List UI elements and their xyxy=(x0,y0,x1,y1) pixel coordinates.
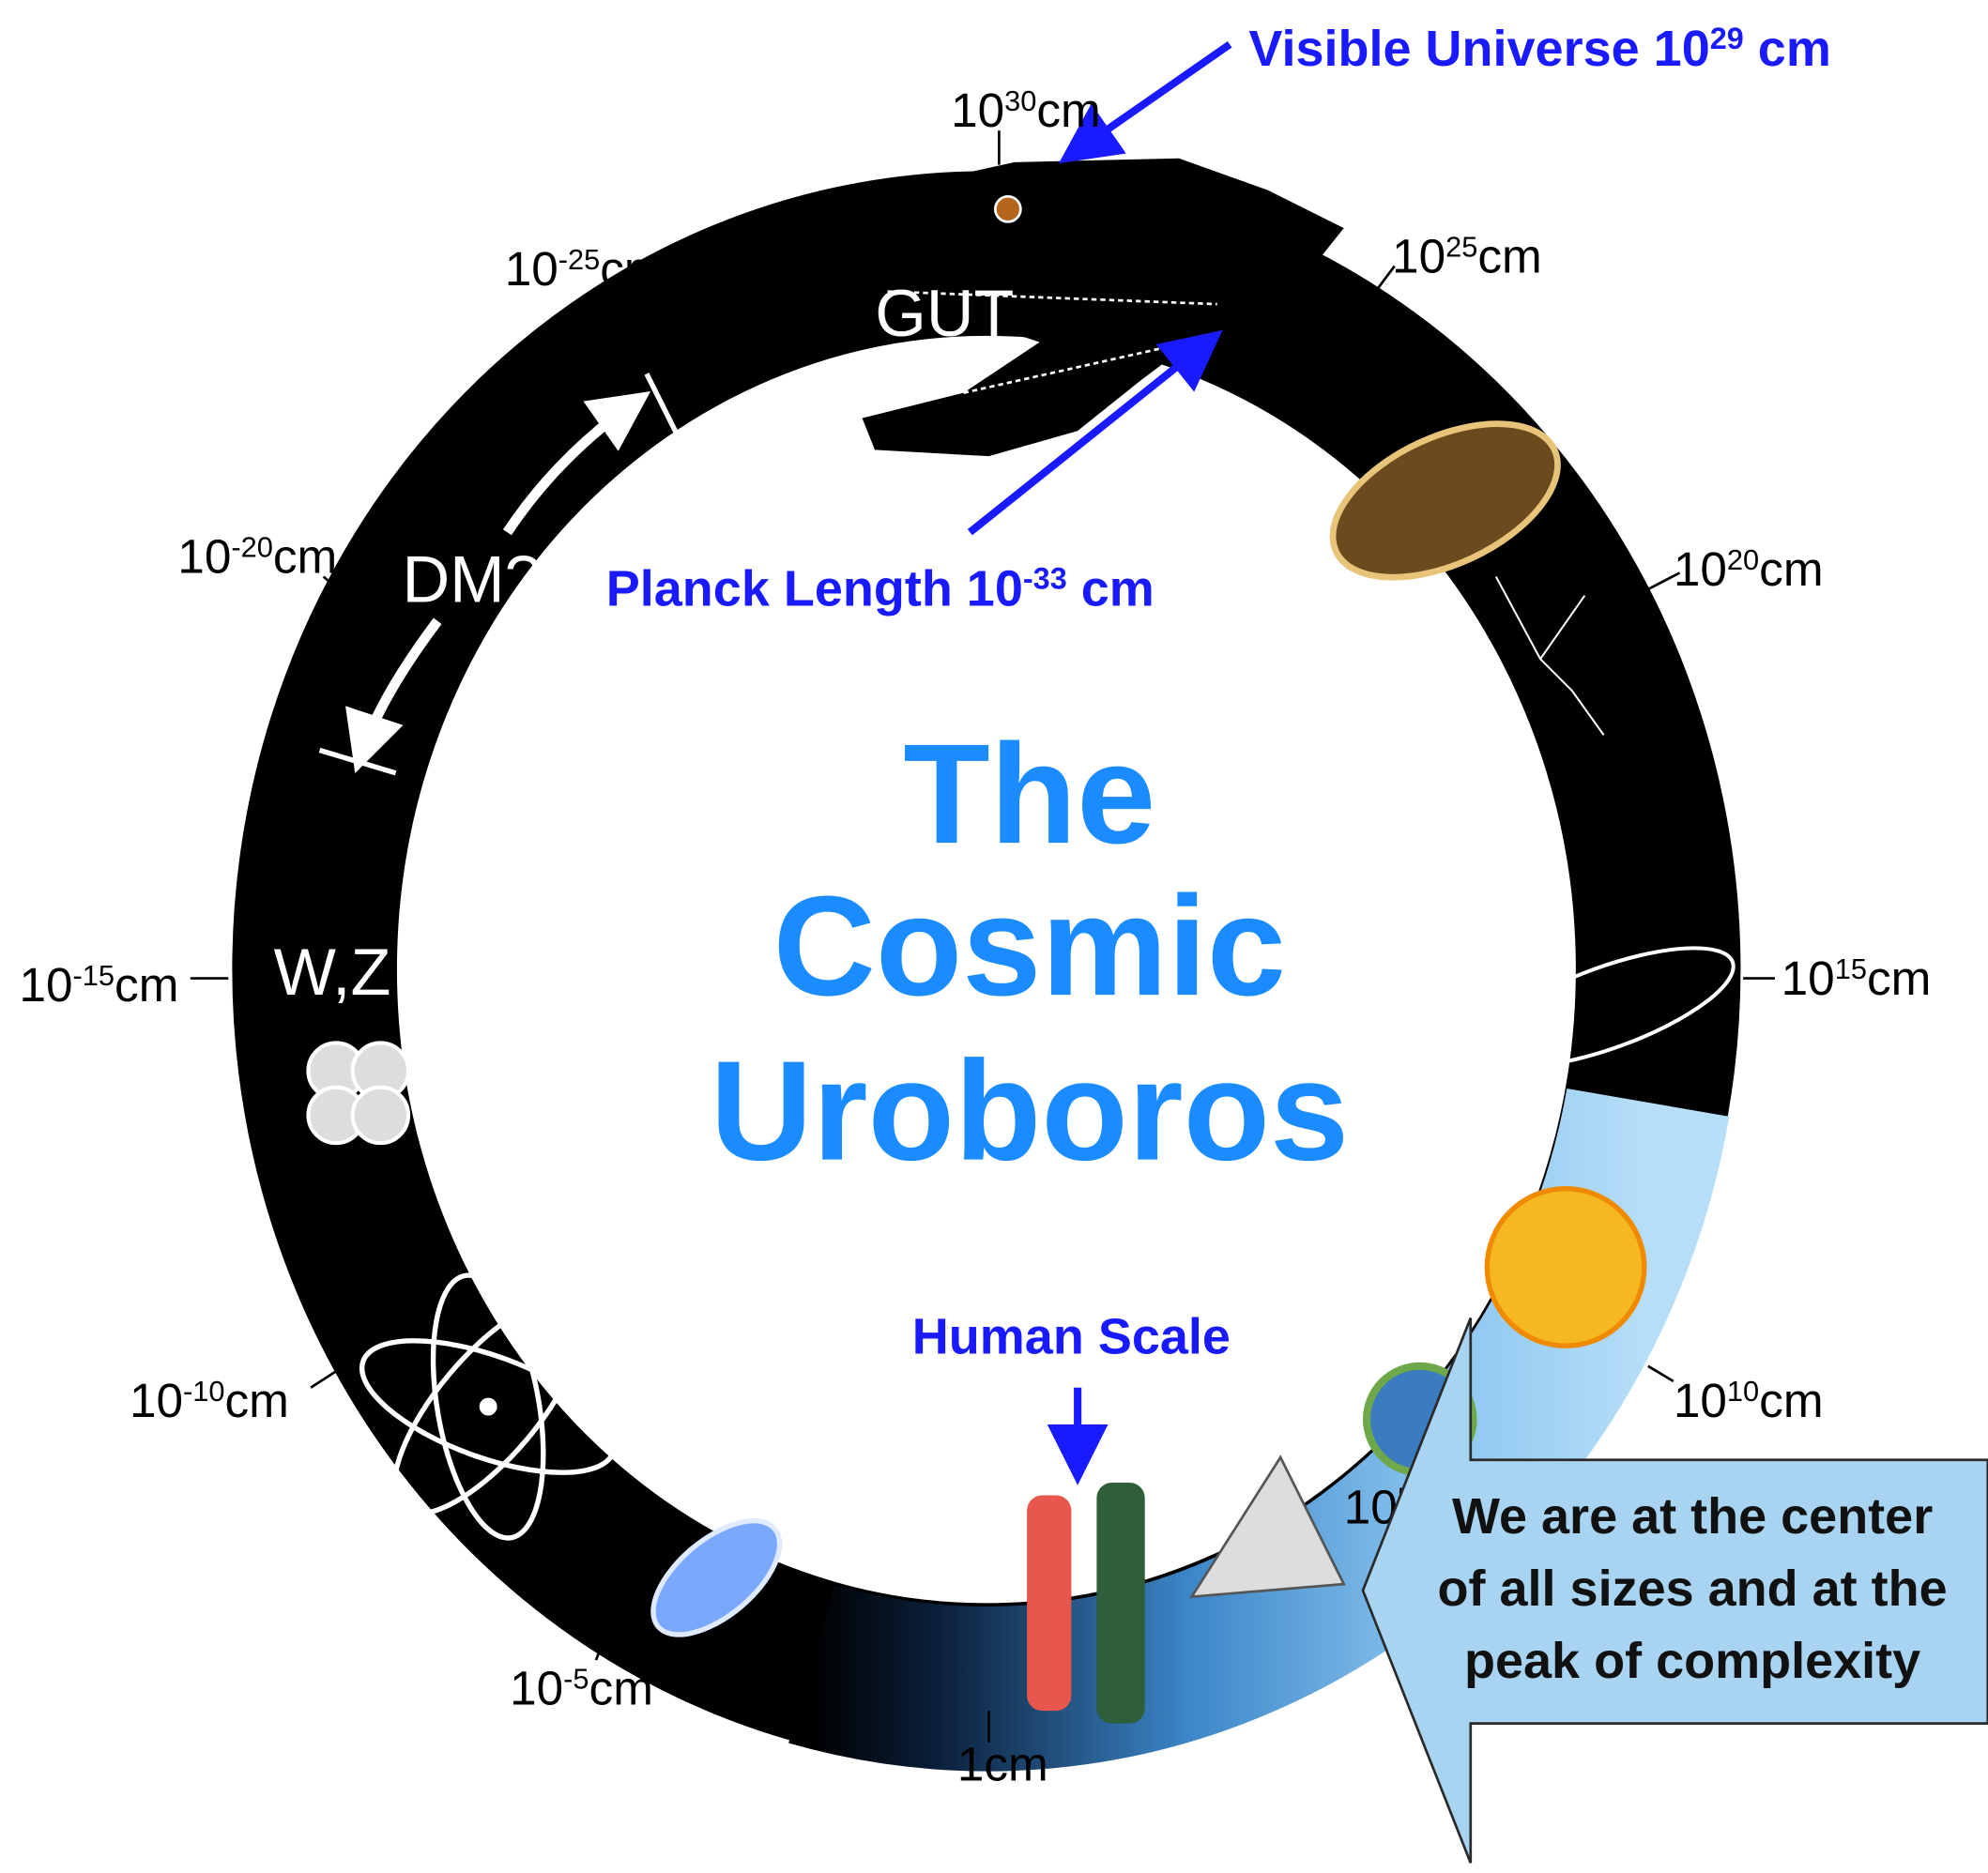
ring-label: DM? xyxy=(402,541,541,616)
superscript: 15 xyxy=(1835,952,1867,985)
page: {"diagram":{ "title":["The","Cosmic","Ur… xyxy=(0,0,1988,1873)
scale-label: 10-15cm xyxy=(19,958,178,1012)
visible-universe-label: Visible Universe 1029 cm xyxy=(1248,21,1830,77)
scale-label: 10-25cm xyxy=(505,242,665,296)
superscript: 29 xyxy=(1710,22,1744,55)
text-part: cm xyxy=(1067,561,1155,617)
uroboros-diagram: 1030cm1025cm1020cm1015cm1010cm105cm1cm10… xyxy=(0,0,1988,1873)
text-part: 10 xyxy=(1674,1374,1727,1427)
superscript: -5 xyxy=(563,1662,589,1695)
text-part: cm xyxy=(600,242,664,296)
text-part: cm xyxy=(1036,84,1100,137)
callout-line: We are at the center xyxy=(1452,1488,1933,1545)
scale-label: 10-20cm xyxy=(177,529,337,583)
superscript: -33 xyxy=(1023,562,1067,596)
text-part: 1cm xyxy=(957,1737,1048,1790)
superscript: 20 xyxy=(1727,542,1759,575)
superscript: 25 xyxy=(1445,230,1477,263)
callout-text: We are at the center of all sizes and at … xyxy=(1438,1488,1948,1689)
ring-label: W,Z xyxy=(274,935,391,1009)
text-part: cm xyxy=(225,1374,289,1427)
scale-label: 1020cm xyxy=(1674,542,1824,596)
scale-label: 1025cm xyxy=(1392,229,1542,282)
planck-length-label: Planck Length 10-33 cm xyxy=(606,561,1155,617)
ring-label: GUT xyxy=(875,276,1014,350)
text-part: cm xyxy=(589,1661,653,1714)
scale-label: 1030cm xyxy=(951,84,1101,137)
text-part: cm xyxy=(115,958,178,1012)
callout-line: peak of complexity xyxy=(1464,1633,1920,1689)
text-part: 10 xyxy=(505,242,558,296)
text-part: 10 xyxy=(19,958,72,1012)
scale-label: 1015cm xyxy=(1782,952,1932,1005)
text-part: 10 xyxy=(130,1374,183,1427)
text-part: 10 xyxy=(1392,229,1445,282)
human-scale-label: Human Scale xyxy=(912,1308,1231,1364)
scale-label: 1010cm xyxy=(1674,1374,1824,1427)
superscript: -20 xyxy=(231,530,273,563)
text-part: 10 xyxy=(510,1661,563,1714)
text-part: Human Scale xyxy=(912,1308,1231,1364)
scale-label: 10-10cm xyxy=(130,1374,289,1427)
superscript: -25 xyxy=(558,242,601,275)
title-line: Uroboros xyxy=(711,1032,1350,1191)
text-part: Planck Length 10 xyxy=(606,561,1023,617)
superscript: 30 xyxy=(1004,84,1036,117)
superscript: -15 xyxy=(73,958,115,991)
superscript: 10 xyxy=(1727,1374,1759,1407)
text-part: cm xyxy=(1477,229,1541,282)
title-line: Cosmic xyxy=(773,867,1286,1026)
text-part: 10 xyxy=(951,84,1004,137)
text-part: Visible Universe 10 xyxy=(1248,21,1709,77)
text-part: cm xyxy=(1759,1374,1823,1427)
text-part: cm xyxy=(1759,542,1823,596)
scale-label: 10-5cm xyxy=(510,1661,653,1714)
text-part: 10 xyxy=(1674,542,1727,596)
scale-label: 1cm xyxy=(957,1737,1048,1790)
text-part: cm xyxy=(273,529,337,583)
text-part: 10 xyxy=(1782,952,1835,1005)
superscript: -10 xyxy=(183,1374,225,1407)
sun-icon xyxy=(1487,1189,1644,1346)
text-part: cm xyxy=(1744,21,1831,77)
text-part: 10 xyxy=(177,529,231,583)
text-part: cm xyxy=(1867,952,1931,1005)
snake-eye xyxy=(995,196,1020,221)
title-line: The xyxy=(903,715,1155,874)
callout-line: of all sizes and at the xyxy=(1438,1561,1948,1617)
